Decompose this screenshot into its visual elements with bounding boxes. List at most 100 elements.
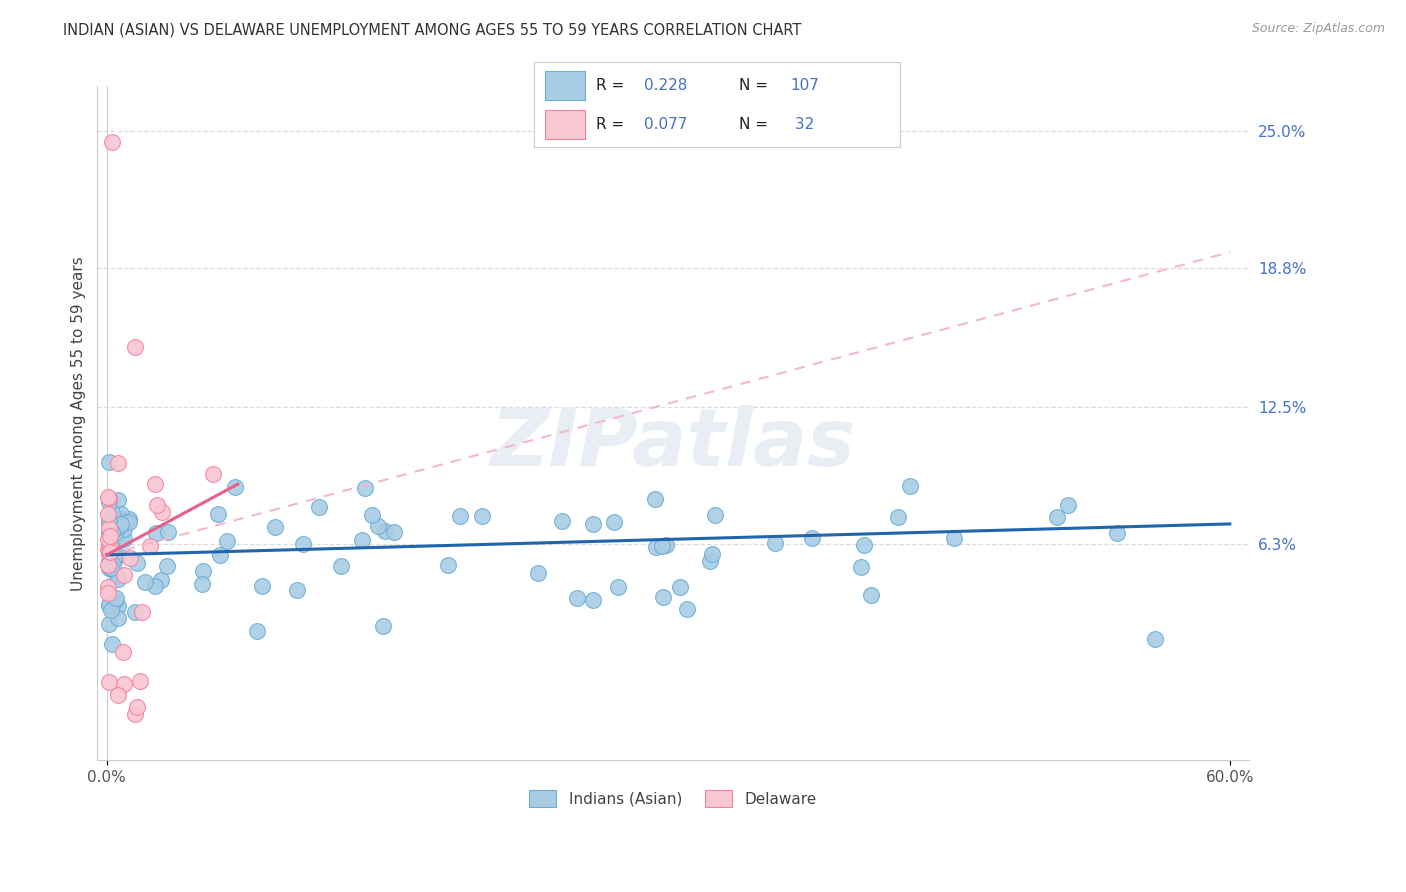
Point — [98, 538, 121, 552]
Point — [100, 544, 122, 558]
Point — [250, 579, 273, 593]
Point — [118, 512, 141, 526]
Point — [145, 525, 167, 540]
Point — [1143, 632, 1166, 646]
Point — [150, 505, 173, 519]
Point — [103, 558, 125, 572]
Point — [107, 520, 129, 534]
Point — [107, 548, 129, 562]
Point — [97, 514, 120, 528]
Legend: Indians (Asian), Delaware: Indians (Asian), Delaware — [523, 783, 823, 814]
Point — [436, 558, 458, 573]
Point — [859, 588, 882, 602]
Point — [100, 602, 122, 616]
Point — [97, 599, 120, 613]
FancyBboxPatch shape — [546, 110, 585, 139]
Point — [107, 611, 129, 625]
Point — [156, 525, 179, 540]
Point — [101, 135, 124, 149]
Point — [105, 591, 128, 606]
Point — [217, 534, 239, 549]
Point — [125, 699, 148, 714]
Point — [801, 532, 824, 546]
Point — [207, 508, 229, 522]
Point — [582, 517, 605, 532]
Point — [107, 492, 129, 507]
Text: ZIPatlas: ZIPatlas — [491, 405, 855, 483]
Point — [565, 591, 588, 606]
Point — [382, 524, 405, 539]
Text: 32: 32 — [790, 117, 814, 132]
Point — [97, 542, 120, 557]
Point — [104, 552, 127, 566]
FancyBboxPatch shape — [546, 71, 585, 100]
Point — [354, 481, 377, 495]
Point — [676, 602, 699, 616]
Point — [101, 637, 124, 651]
Point — [98, 529, 121, 543]
Point — [118, 551, 141, 566]
Point — [146, 498, 169, 512]
Point — [101, 506, 124, 520]
Text: 0.077: 0.077 — [644, 117, 688, 132]
Point — [1057, 498, 1080, 512]
Text: Source: ZipAtlas.com: Source: ZipAtlas.com — [1251, 22, 1385, 36]
Text: N =: N = — [740, 117, 773, 132]
Point — [128, 674, 150, 689]
Point — [97, 541, 120, 556]
Point — [224, 480, 246, 494]
Point — [651, 539, 673, 553]
Point — [97, 495, 120, 509]
Point — [97, 580, 120, 594]
Point — [107, 456, 129, 470]
Text: 107: 107 — [790, 78, 820, 93]
Point — [105, 569, 128, 583]
Point — [97, 545, 120, 559]
Point — [98, 554, 121, 568]
Point — [107, 688, 129, 702]
Point — [98, 544, 121, 558]
Point — [97, 586, 120, 600]
Point — [98, 520, 121, 534]
Point — [849, 559, 872, 574]
Y-axis label: Unemployment Among Ages 55 to 59 years: Unemployment Among Ages 55 to 59 years — [72, 256, 86, 591]
Point — [374, 524, 396, 539]
Point — [371, 619, 394, 633]
Point — [471, 508, 494, 523]
Point — [606, 580, 628, 594]
Point — [117, 515, 139, 529]
Point — [139, 539, 162, 553]
Point — [107, 572, 129, 586]
Point — [156, 559, 179, 574]
Point — [107, 520, 129, 534]
Point — [97, 516, 120, 531]
Text: 0.228: 0.228 — [644, 78, 688, 93]
Point — [112, 567, 135, 582]
Point — [98, 541, 121, 555]
Point — [201, 467, 224, 481]
Point — [150, 574, 173, 588]
Point — [124, 605, 146, 619]
Point — [100, 525, 122, 540]
Text: R =: R = — [596, 78, 630, 93]
Point — [104, 549, 127, 563]
Point — [100, 560, 122, 574]
Point — [143, 477, 166, 491]
Point — [245, 624, 267, 638]
Point — [264, 520, 287, 534]
Text: INDIAN (ASIAN) VS DELAWARE UNEMPLOYMENT AMONG AGES 55 TO 59 YEARS CORRELATION CH: INDIAN (ASIAN) VS DELAWARE UNEMPLOYMENT … — [63, 22, 801, 37]
Point — [110, 512, 132, 526]
Point — [551, 515, 574, 529]
Point — [112, 676, 135, 690]
Point — [654, 538, 676, 552]
Point — [97, 526, 120, 541]
Point — [110, 532, 132, 546]
Point — [98, 546, 121, 560]
Point — [97, 521, 120, 535]
Point — [191, 576, 214, 591]
Point — [308, 500, 330, 515]
Point — [367, 518, 389, 533]
Point — [526, 566, 548, 580]
Point — [97, 532, 120, 546]
Point — [898, 478, 921, 492]
